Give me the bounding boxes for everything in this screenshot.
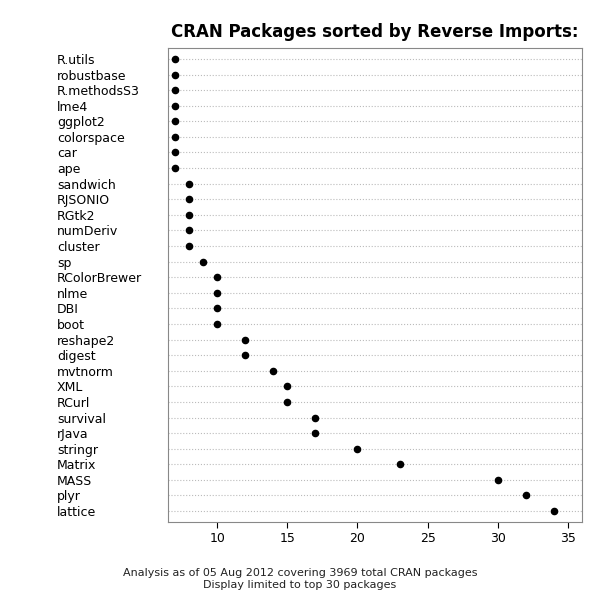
Point [549,506,559,516]
Point [521,491,530,500]
Point [170,116,180,126]
Point [170,54,180,64]
Point [241,350,250,360]
Point [170,70,180,79]
Point [283,397,292,407]
Point [353,444,362,454]
Point [395,460,404,469]
Point [170,101,180,110]
Text: Analysis as of 05 Aug 2012 covering 3969 total CRAN packages
Display limited to : Analysis as of 05 Aug 2012 covering 3969… [123,568,477,590]
Point [184,179,194,188]
Point [241,335,250,344]
Point [184,194,194,204]
Point [184,226,194,235]
Point [212,319,222,329]
Point [198,257,208,266]
Point [212,304,222,313]
Title: CRAN Packages sorted by Reverse Imports:: CRAN Packages sorted by Reverse Imports: [171,23,579,41]
Point [184,210,194,220]
Point [493,475,503,485]
Point [170,148,180,157]
Point [212,272,222,282]
Point [170,132,180,142]
Point [212,288,222,298]
Point [170,85,180,95]
Point [268,366,278,376]
Point [311,413,320,422]
Point [311,428,320,438]
Point [170,163,180,173]
Point [184,241,194,251]
Point [283,382,292,391]
